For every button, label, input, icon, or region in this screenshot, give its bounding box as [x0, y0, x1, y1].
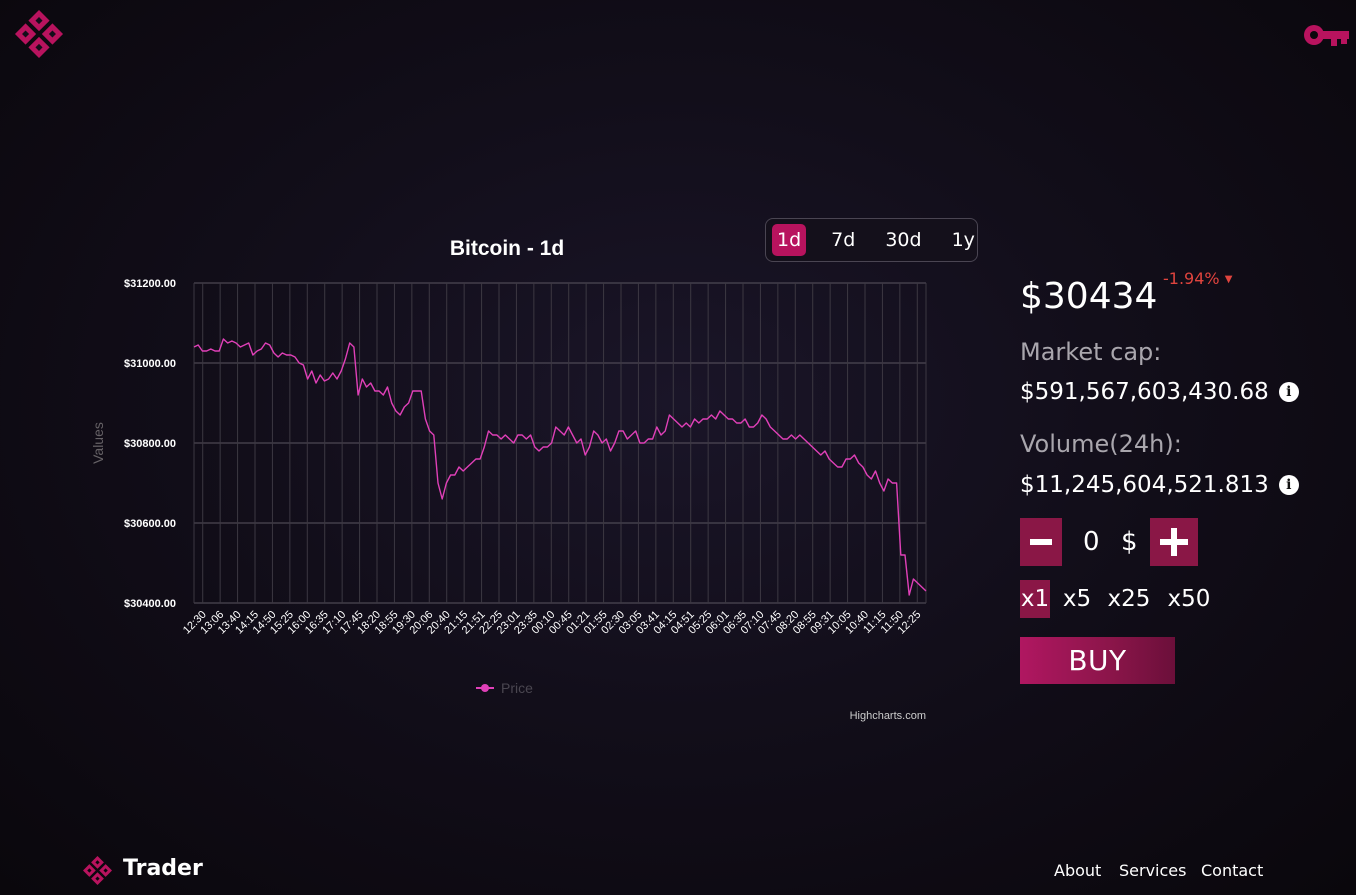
y-tick-label: $30400.00 [124, 598, 176, 610]
plus-icon [1160, 528, 1188, 556]
chart-series [193, 338, 927, 596]
y-tick-label: $31000.00 [124, 358, 176, 370]
price-change: -1.94% ▼ [1163, 269, 1232, 288]
y-tick-label: $30600.00 [124, 518, 176, 530]
price-chart: Bitcoin - 1d $31200.00 $31000.00 $30800.00… [90, 237, 927, 722]
price-series-line[interactable] [193, 338, 927, 596]
currency-symbol: $ [1121, 527, 1138, 557]
market-cap-label: Market cap: [1020, 338, 1162, 366]
x-axis: 12:3013:0613:4014:1514:5015:2516:0016:35… [181, 609, 924, 637]
amount-value[interactable]: 0 [1083, 527, 1100, 557]
caret-down-icon: ▼ [1224, 274, 1233, 285]
volume-label: Volume(24h): [1020, 430, 1182, 458]
buy-button[interactable]: BUY [1020, 637, 1175, 684]
chart-credits[interactable]: Highcharts.com [850, 710, 926, 722]
info-icon[interactable]: i [1278, 475, 1299, 495]
increase-amount-button[interactable] [1150, 518, 1198, 566]
decrease-amount-button[interactable] [1020, 518, 1062, 566]
market-cap-row: $591,567,603,430.68 i [1020, 379, 1299, 405]
y-tick-label: $31200.00 [124, 278, 176, 290]
minus-icon [1030, 539, 1052, 545]
chart-legend[interactable]: Price [476, 680, 533, 696]
time-range-selector: 1d 7d 30d 1y [765, 218, 978, 262]
range-1y-button[interactable]: 1y [951, 229, 975, 251]
diamond-logo-icon[interactable] [10, 5, 68, 63]
range-7d-button[interactable]: 7d [831, 229, 856, 251]
y-axis: $31200.00 $31000.00 $30800.00 $30600.00 $304… [124, 278, 176, 610]
y-axis-title: Values [90, 422, 106, 464]
chart-grid [193, 282, 927, 604]
volume-value: $11,245,604,521.813 [1020, 472, 1269, 498]
multiplier-x1-button[interactable]: x1 [1020, 580, 1050, 618]
diamond-logo-icon[interactable] [80, 853, 115, 888]
volume-row: $11,245,604,521.813 i [1020, 472, 1299, 498]
range-1d-button[interactable]: 1d [772, 224, 807, 256]
price-change-value: -1.94% [1163, 269, 1220, 288]
footer-link-about[interactable]: About [1054, 861, 1102, 880]
multiplier-x25-button[interactable]: x25 [1107, 586, 1151, 612]
footer-link-contact[interactable]: Contact [1201, 861, 1264, 880]
legend-item-price[interactable]: Price [501, 680, 533, 696]
key-icon[interactable] [1303, 22, 1351, 50]
info-icon[interactable]: i [1278, 382, 1299, 402]
footer-link-services[interactable]: Services [1119, 861, 1187, 880]
market-cap-value: $591,567,603,430.68 [1020, 379, 1269, 405]
chart-title: Bitcoin - 1d [450, 237, 564, 260]
multiplier-x5-button[interactable]: x5 [1062, 586, 1092, 612]
range-30d-button[interactable]: 30d [885, 229, 922, 251]
y-tick-label: $30800.00 [124, 438, 176, 450]
footer-brand-name[interactable]: Trader [123, 856, 203, 881]
current-price: $30434 [1020, 276, 1158, 317]
multiplier-x50-button[interactable]: x50 [1167, 586, 1211, 612]
legend-marker [481, 684, 489, 692]
